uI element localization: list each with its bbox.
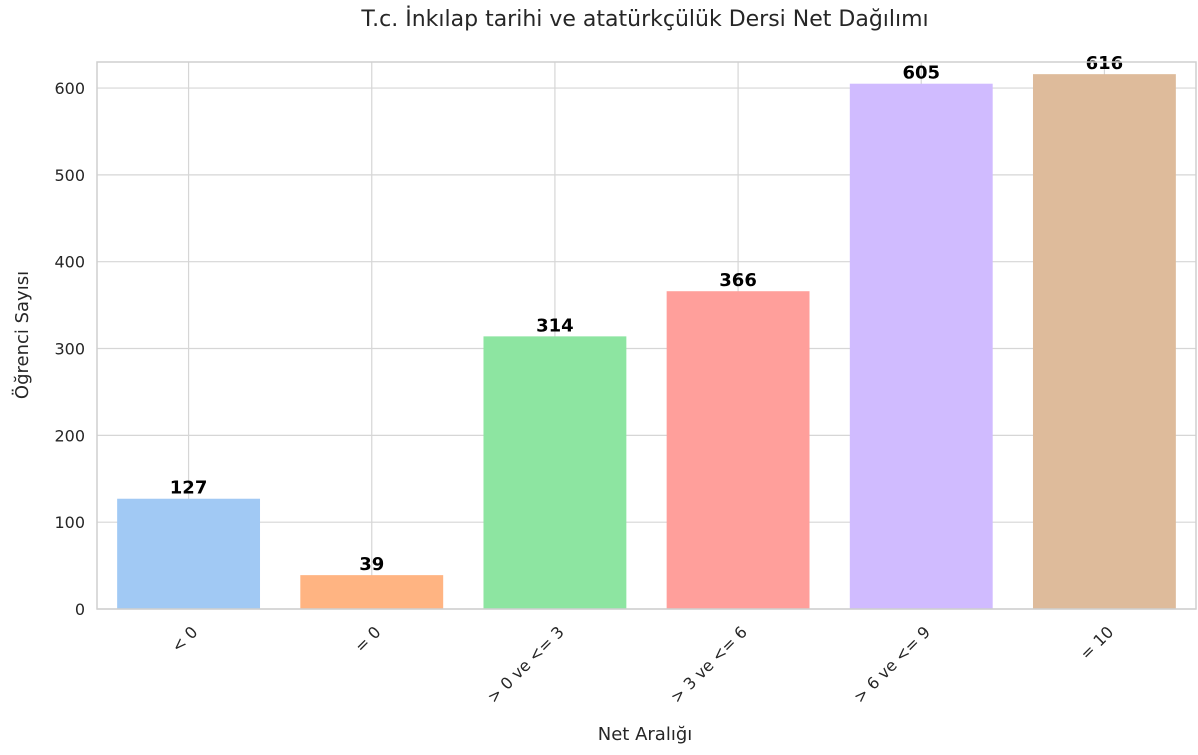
y-tick-label: 100 <box>54 513 85 532</box>
y-tick-label: 200 <box>54 426 85 445</box>
x-axis-label: Net Aralığı <box>598 724 693 745</box>
bar <box>300 575 444 609</box>
bar-value-label: 127 <box>170 478 208 499</box>
x-axis-ticks: < 0 = 0 > 0 ve <= 3 > 3 ve <= 6 > 6 ve <= 9 =… <box>168 622 1118 706</box>
bar-value-label: 366 <box>719 270 757 291</box>
bar <box>666 291 810 609</box>
bar <box>849 83 993 609</box>
grid <box>97 62 1196 610</box>
x-tick-label: = 10 <box>1076 622 1117 663</box>
x-tick-label: = 0 <box>351 622 385 656</box>
y-axis-ticks: 0 100 200 300 400 500 600 <box>54 79 85 619</box>
y-tick-label: 600 <box>54 79 85 98</box>
x-tick-label: > 3 ve <= 6 <box>667 622 751 706</box>
y-tick-label: 300 <box>54 340 85 359</box>
plot-frame <box>96 61 1197 610</box>
bar-value-label: 616 <box>1086 53 1124 74</box>
bar-value-label: 314 <box>536 315 574 336</box>
chart-title: T.c. İnkılap tarihi ve atatürkçülük Ders… <box>360 6 928 32</box>
bar-value-label: 39 <box>359 554 384 575</box>
y-tick-label: 0 <box>75 600 85 619</box>
bar <box>117 498 261 609</box>
x-tick-label: < 0 <box>168 622 202 656</box>
y-tick-label: 500 <box>54 166 85 185</box>
bar-value-label: 605 <box>902 63 940 84</box>
x-tick-label: > 0 ve <= 3 <box>483 622 567 706</box>
bar <box>1032 74 1176 609</box>
y-axis-label: Öğrenci Sayısı <box>11 271 33 399</box>
x-tick-label: > 6 ve <= 9 <box>850 622 934 706</box>
y-tick-label: 400 <box>54 253 85 272</box>
value-labels: 127 39 314 366 605 616 <box>170 53 1123 575</box>
bar <box>483 336 627 609</box>
bars <box>117 74 1176 609</box>
